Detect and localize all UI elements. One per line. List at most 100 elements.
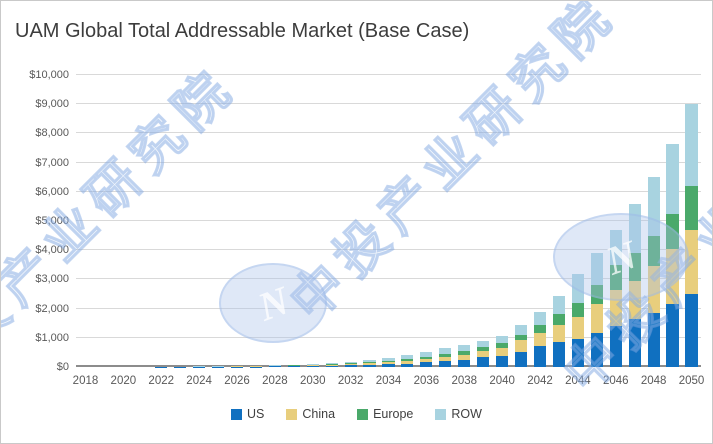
bar-segment-us [628,318,641,367]
x-axis-label: 2042 [527,375,553,387]
bar-segment-europe [477,346,490,352]
bar-segment-us [666,304,679,367]
bar-slot [114,75,133,367]
bar-segment-europe [628,253,641,281]
bar-segment-row [609,229,622,265]
stacked-bar-2049 [666,143,679,367]
bar-slot [209,75,228,367]
y-axis-label: $6,000 [35,185,69,198]
y-axis-label: $7,000 [35,156,69,169]
stacked-bar-2034 [382,357,395,367]
gridline [76,74,701,75]
bar-segment-europe [382,360,395,363]
bar-segment-china [514,340,528,353]
bar-slot [587,75,606,367]
legend-item-europe: Europe [357,407,413,421]
gridline [76,336,701,338]
bar-slot [625,75,644,367]
stacked-bar-2046 [609,229,622,367]
bar-slot [531,75,550,367]
bar-segment-us [401,363,414,367]
gridline [76,132,701,134]
bar-slot [455,75,474,367]
bar-segment-row [439,348,452,355]
bar-series [76,75,701,367]
bar-segment-us [477,357,490,367]
bar-segment-europe [496,343,509,348]
bar-slot [152,75,171,367]
stacked-bar-2024 [193,366,206,367]
bar-segment-row [666,143,679,214]
bar-segment-china [685,229,698,294]
bar-segment-china [363,363,376,365]
bar-segment-us [382,364,395,367]
bar-segment-us [458,360,471,367]
bar-segment-china [287,365,300,367]
legend-item-row: ROW [435,407,482,421]
y-axis-label: $9,000 [35,98,69,111]
bar-segment-europe [325,364,338,365]
gridline [76,161,701,163]
bar-segment-china [609,289,622,327]
bar-segment-china [533,332,547,346]
stacked-bar-2040 [496,336,509,367]
bar-segment-china [590,304,603,334]
stacked-bar-2037 [439,348,452,367]
y-axis-label: $8,000 [35,127,69,140]
bar-segment-row [477,341,490,347]
bar-segment-row [287,364,300,366]
bar-segment-china [458,355,471,361]
bar-segment-china [666,248,679,305]
bar-slot [76,75,95,367]
stacked-bar-2032 [344,361,357,367]
bar-segment-row [363,360,376,363]
bar-segment-row [268,365,281,366]
bar-segment-china [344,364,357,366]
x-axis-label: 2048 [640,375,667,387]
bar-segment-us [306,366,319,367]
bar-slot [171,75,190,367]
plot-area [76,74,701,367]
bar-segment-row [514,324,528,335]
bar-slot [606,75,625,367]
bar-segment-china [306,365,319,367]
x-axis-label: 2032 [337,375,364,387]
bar-slot [474,75,493,367]
x-axis-label: 2036 [413,375,440,387]
bar-segment-china [571,317,584,340]
y-axis-label: $4,000 [35,244,69,257]
stacked-bar-2030 [306,363,319,367]
legend-swatch-row [435,408,447,420]
bar-segment-us [420,362,433,367]
bar-segment-us [685,294,698,367]
bar-segment-china [325,364,338,366]
x-axis-label: 2026 [224,375,250,387]
bar-slot [303,75,322,367]
x-axis-label: 2018 [72,375,99,387]
bar-segment-row [382,357,395,361]
bar-segment-row [458,344,471,351]
bar-segment-europe [647,235,660,267]
y-axis-label: $3,000 [35,273,69,286]
bar-segment-row [552,296,565,314]
bar-segment-china [647,266,660,313]
stacked-bar-2050 [685,104,698,367]
bar-segment-europe [609,264,622,290]
bar-segment-europe [571,302,584,318]
bar-segment-row [325,362,338,365]
bar-segment-us [571,339,584,367]
bar-segment-europe [458,350,471,356]
y-axis-label: $2,000 [35,302,69,315]
stacked-bar-2039 [477,341,490,367]
stacked-bar-2033 [363,360,376,367]
stacked-bar-2038 [458,344,471,367]
bar-slot [512,75,531,367]
gridline [76,278,701,280]
x-axis-label: 2044 [565,375,591,387]
bar-segment-us [533,345,547,367]
stacked-bar-2043 [552,296,565,367]
legend-label: Europe [373,407,414,421]
stacked-bar-2027 [249,365,262,367]
bar-segment-row [590,253,603,286]
legend-item-china: China [286,407,335,421]
